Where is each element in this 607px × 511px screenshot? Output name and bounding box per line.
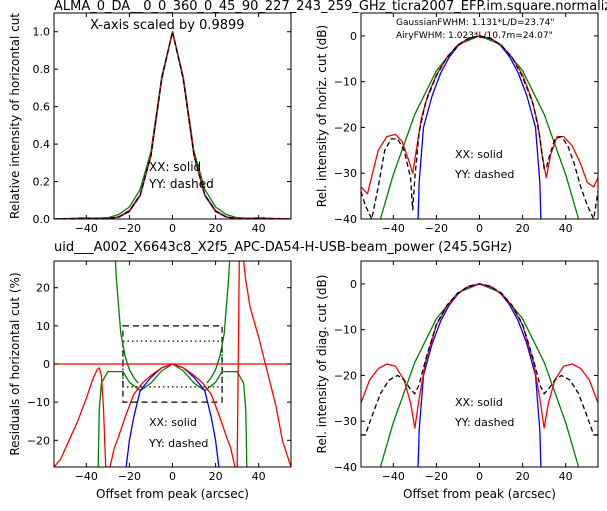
annotation: XX: solid bbox=[149, 160, 201, 174]
y-tick-label: 0 bbox=[350, 30, 357, 43]
series-yy-line bbox=[54, 31, 291, 219]
x-tick-label: 40 bbox=[252, 222, 266, 235]
x-tick-label: −20 bbox=[425, 222, 448, 235]
x-tick-label: −40 bbox=[75, 470, 98, 483]
y-tick-label: 0.8 bbox=[33, 63, 51, 76]
annotation: XX: solid bbox=[455, 148, 503, 161]
annotation: YY: dashed bbox=[148, 437, 208, 450]
y-tick-label: −20 bbox=[334, 121, 357, 134]
x-tick-label: 20 bbox=[516, 470, 530, 483]
y-axis-label: Rel. intensity of diag. cut (dB) bbox=[315, 275, 329, 454]
axes-frame bbox=[360, 260, 599, 468]
x-tick-label: 20 bbox=[209, 470, 223, 483]
x-tick-label: −40 bbox=[75, 222, 98, 235]
x-tick-label: 0 bbox=[476, 470, 483, 483]
annotation: AiryFWHM: 1.023*L/10.7m=24.07" bbox=[396, 31, 553, 41]
y-tick-label: −30 bbox=[334, 415, 357, 428]
y-tick-label: 0.0 bbox=[33, 213, 51, 226]
y-tick-label: 0.2 bbox=[33, 176, 51, 189]
annotation: X-axis scaled by 0.9899 bbox=[90, 18, 245, 33]
annotation: XX: solid bbox=[455, 396, 503, 409]
annotation: GaussianFWHM: 1.131*L/D=23.74" bbox=[396, 18, 554, 28]
x-tick-label: −40 bbox=[382, 470, 405, 483]
y-tick-label: 10 bbox=[36, 320, 50, 333]
y-tick-label: 0.4 bbox=[33, 138, 51, 151]
x-tick-label: 20 bbox=[209, 222, 223, 235]
x-tick-label: −40 bbox=[382, 222, 405, 235]
x-tick-label: 20 bbox=[516, 222, 530, 235]
figure-title: ALMA_0_DA__0_0_360_0_45_90_227_243_259_G… bbox=[54, 0, 607, 14]
x-tick-label: 40 bbox=[559, 470, 573, 483]
y-tick-label: 0.6 bbox=[33, 101, 51, 114]
series-xx-line bbox=[54, 261, 291, 467]
y-axis-label: Residuals of horizontal cut (%) bbox=[8, 272, 22, 455]
plot-p2: −40 −20 0 20 40 0 −10 −20 −30 −40 Rel. intensity o… bbox=[315, 12, 599, 235]
series-green_side-line bbox=[206, 261, 231, 384]
x-axis-label: Offset from peak (arcsec) bbox=[403, 487, 556, 501]
y-axis-label: Rel. intensity of horiz. cut (dB) bbox=[315, 25, 329, 207]
series-yy-line bbox=[361, 283, 598, 436]
annotation: XX: solid bbox=[149, 416, 197, 429]
y-tick-label: 20 bbox=[36, 282, 50, 295]
y-tick-label: −10 bbox=[334, 76, 357, 89]
x-tick-label: 0 bbox=[476, 222, 483, 235]
series-airy-line bbox=[417, 283, 542, 467]
series-gaussian-line bbox=[379, 283, 580, 467]
axes-frame bbox=[360, 12, 599, 220]
y-tick-label: 1.0 bbox=[33, 26, 51, 39]
x-tick-label: −20 bbox=[118, 222, 141, 235]
plot-p4: −40 −20 0 20 40 0 −10 −20 −30 −40 Rel. intensity o… bbox=[315, 260, 599, 501]
y-tick-label: −20 bbox=[334, 369, 357, 382]
y-tick-label: −40 bbox=[334, 213, 357, 226]
annotation: YY: dashed bbox=[148, 177, 214, 191]
plot-p1: −40 −20 0 20 40 0.0 0.2 0.4 0.6 0.8 1.0 Relative in… bbox=[8, 12, 292, 235]
annotation: YY: dashed bbox=[454, 168, 514, 181]
series-green_side-line bbox=[114, 261, 139, 384]
y-tick-label: −10 bbox=[334, 324, 357, 337]
series-gaussian-line bbox=[379, 35, 580, 219]
series-yy-line bbox=[361, 35, 598, 219]
x-tick-label: −20 bbox=[425, 470, 448, 483]
y-axis-label: Relative intensity of horizontal cut bbox=[8, 13, 22, 219]
x-tick-label: −20 bbox=[118, 470, 141, 483]
plot-p3: −40 −20 0 20 40 20 10 0 −10 −20 Residuals of horiz… bbox=[8, 260, 292, 501]
series-airy-line bbox=[417, 35, 542, 219]
figure-subtitle: uid___A002_X6643c8_X2f5_APC-DA54-H-USB-b… bbox=[54, 240, 512, 255]
y-tick-label: −40 bbox=[334, 461, 357, 474]
y-tick-label: −20 bbox=[27, 434, 50, 447]
y-tick-label: 0 bbox=[43, 358, 50, 371]
y-tick-label: −30 bbox=[334, 167, 357, 180]
y-tick-label: −10 bbox=[27, 396, 50, 409]
x-tick-label: 0 bbox=[169, 222, 176, 235]
annotation: YY: dashed bbox=[454, 416, 514, 429]
y-tick-label: 0 bbox=[350, 278, 357, 291]
x-tick-label: 40 bbox=[559, 222, 573, 235]
x-tick-label: 40 bbox=[252, 470, 266, 483]
x-tick-label: 0 bbox=[169, 470, 176, 483]
x-axis-label: Offset from peak (arcsec) bbox=[96, 487, 249, 501]
